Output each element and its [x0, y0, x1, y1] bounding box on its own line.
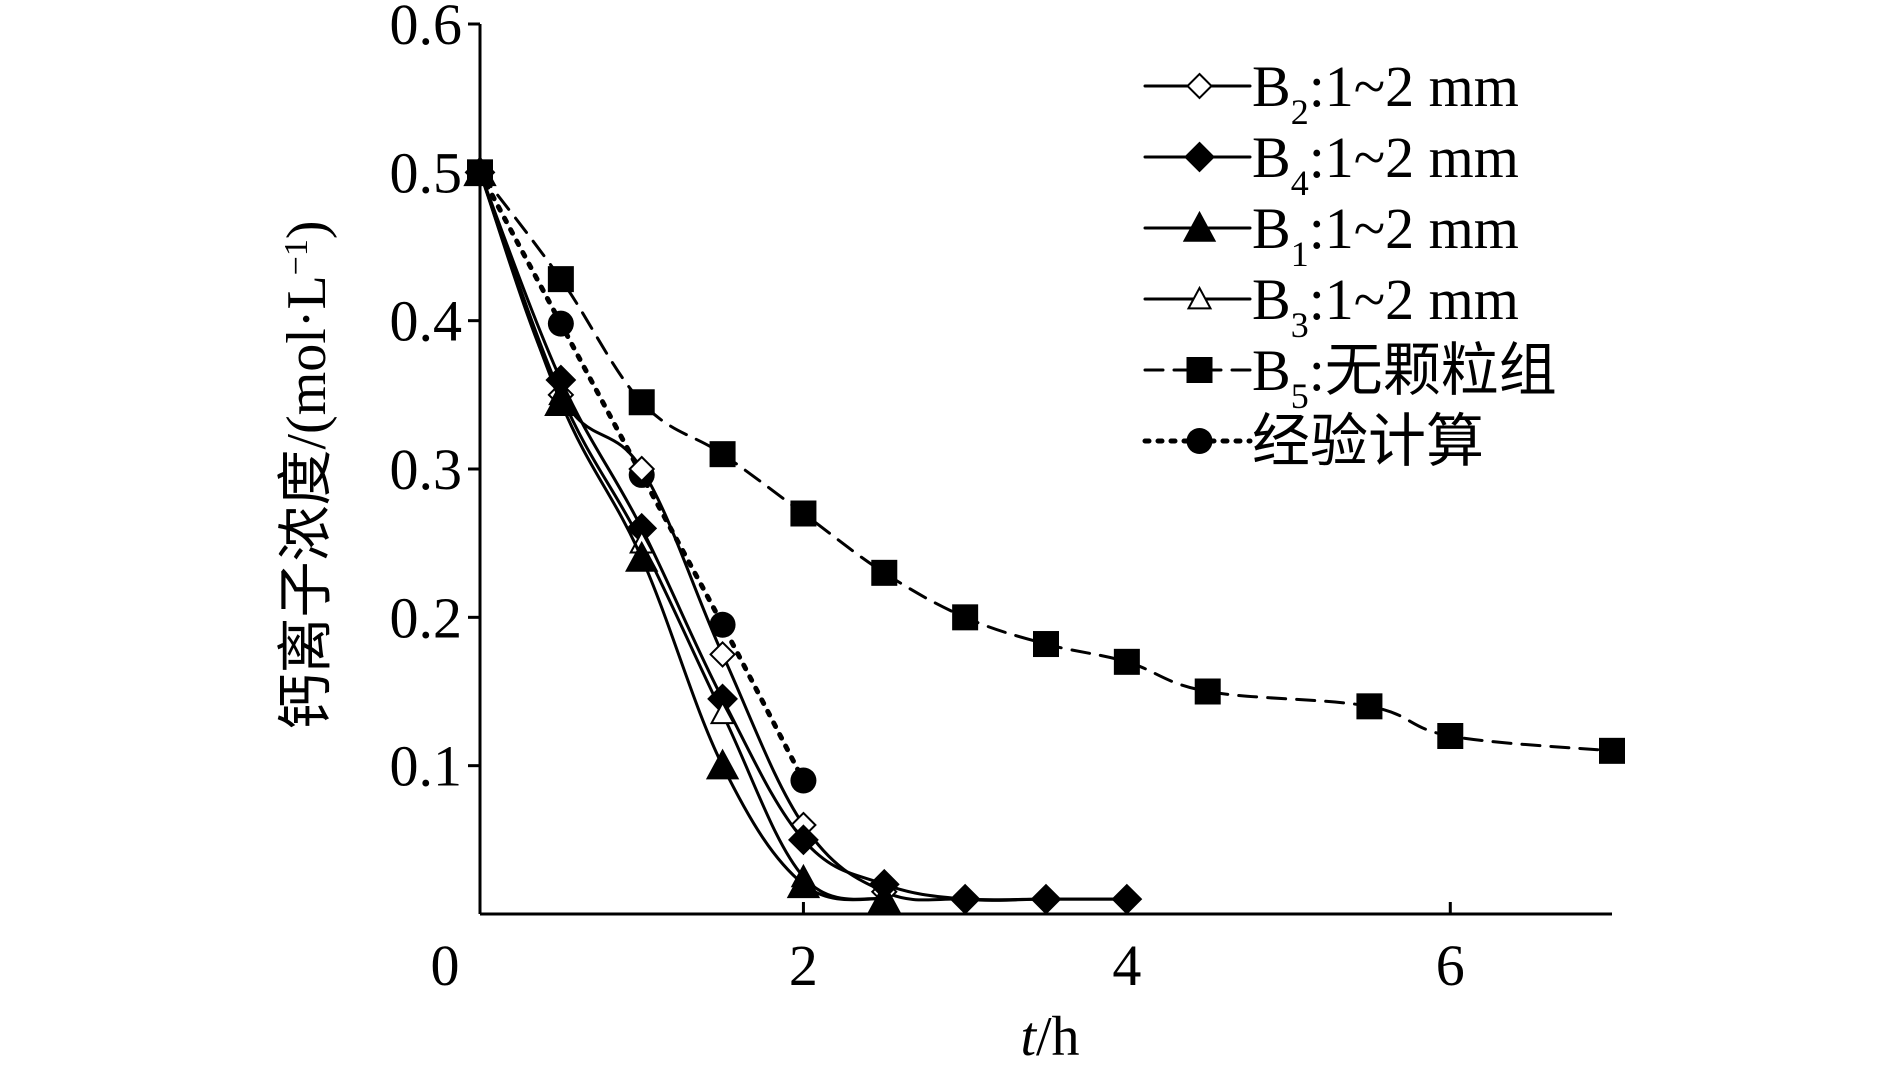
series-line-b1 — [478, 170, 886, 902]
y-axis-title-close: ) — [276, 220, 338, 239]
data-point-square — [547, 266, 574, 293]
series-b5 — [467, 159, 1625, 764]
legend-item-emp: 经验计算 — [1142, 409, 1484, 474]
y-ticks: 0.1 0.2 0.3 0.4 0.5 0.6 — [390, 0, 480, 799]
data-point-diamond — [1184, 141, 1215, 173]
legend-item-b3: B3:1~2 mm — [1143, 267, 1519, 345]
x-axis-title-symbol: t — [1020, 1006, 1037, 1065]
y-axis-title: 钙离子浓度/(mol·L−1) — [276, 220, 338, 729]
data-point-square — [1113, 648, 1140, 675]
x-tick-label: 4 — [1112, 933, 1141, 998]
legend-item-b2: B2:1~2 mm — [1143, 54, 1519, 132]
data-point-diamond — [709, 641, 736, 668]
legend-item-b4: B4:1~2 mm — [1143, 125, 1519, 203]
x-tick-label: 2 — [789, 933, 818, 998]
data-point-square — [709, 441, 736, 468]
legend-label: 经验计算 — [1252, 409, 1484, 474]
series-layer — [463, 155, 1625, 915]
y-tick-label: 0.1 — [390, 734, 463, 799]
legend-label-main: 经验计算 — [1252, 409, 1484, 474]
x-axis-title-unit: /h — [1036, 1006, 1080, 1065]
data-point-diamond — [788, 824, 819, 856]
legend-item-b5: B5:无颗粒组 — [1143, 338, 1557, 416]
data-point-diamond — [628, 455, 656, 483]
data-point-diamond — [949, 883, 981, 915]
legend-label-main: B — [1252, 338, 1291, 403]
legend-label-main: B — [1252, 267, 1291, 332]
data-point-circle — [709, 611, 736, 638]
data-point-square — [871, 559, 898, 586]
data-point-square — [952, 604, 979, 631]
legend-item-b1: B1:1~2 mm — [1143, 196, 1519, 274]
series-line-b3 — [478, 170, 886, 901]
legend-label-rest: :无颗粒组 — [1309, 338, 1557, 403]
legend-label-rest: :1~2 mm — [1309, 54, 1519, 119]
legend-label-subscript: 5 — [1291, 376, 1309, 416]
x-axis-title: t/h — [1020, 1006, 1079, 1065]
y-axis-title-text: 钙离子浓度/(mol·L — [276, 275, 338, 729]
data-point-square — [1437, 723, 1464, 749]
data-point-triangle — [786, 867, 821, 899]
x-tick-label: 0 — [431, 933, 460, 998]
data-point-square — [1194, 678, 1221, 705]
data-point-triangle — [1186, 285, 1213, 310]
x-tick-label: 6 — [1436, 933, 1465, 998]
legend-label-rest: :1~2 mm — [1309, 125, 1519, 190]
legend-label-subscript: 3 — [1291, 305, 1309, 345]
data-point-square — [628, 389, 655, 416]
series-b3 — [467, 159, 897, 910]
series-b1 — [463, 155, 901, 913]
y-axis-title-superscript: −1 — [278, 239, 315, 275]
axes: 2 4 6 0.1 0.2 0.3 0.4 0.5 0.6 0 — [390, 0, 1612, 998]
y-tick-label: 0.6 — [390, 0, 463, 57]
legend-label: B5:无颗粒组 — [1252, 338, 1557, 416]
legend-label-subscript: 2 — [1291, 92, 1309, 132]
legend-label-subscript: 1 — [1291, 234, 1309, 274]
data-point-triangle — [705, 748, 740, 780]
legend-label: B2:1~2 mm — [1252, 54, 1519, 132]
data-point-circle — [547, 310, 574, 337]
data-point-square — [1356, 693, 1383, 720]
y-tick-label: 0.4 — [390, 289, 463, 354]
legend-label-main: B — [1252, 125, 1291, 190]
legend-label-main: B — [1252, 196, 1291, 261]
data-point-diamond — [1030, 883, 1062, 915]
data-point-triangle — [1182, 210, 1217, 242]
legend-label-subscript: 4 — [1291, 163, 1309, 203]
data-point-circle — [790, 767, 817, 794]
legend-label-rest: :1~2 mm — [1309, 267, 1519, 332]
legend-label-rest: :1~2 mm — [1309, 196, 1519, 261]
data-point-diamond — [1111, 883, 1143, 915]
legend-label: B3:1~2 mm — [1252, 267, 1519, 345]
legend-label-main: B — [1252, 54, 1291, 119]
data-point-triangle — [867, 882, 901, 913]
y-tick-label: 0.2 — [390, 585, 463, 650]
y-tick-label: 0.3 — [390, 437, 463, 502]
legend-label: B4:1~2 mm — [1252, 125, 1519, 203]
y-tick-label: 0.5 — [390, 140, 463, 205]
data-point-triangle — [544, 385, 578, 416]
data-point-triangle — [709, 700, 736, 725]
data-point-circle — [1186, 428, 1213, 454]
x-ticks: 2 4 6 — [789, 902, 1465, 998]
data-point-triangle — [463, 155, 497, 187]
data-point-square — [1186, 357, 1213, 383]
data-point-diamond — [1186, 72, 1213, 100]
data-point-triangle — [625, 540, 659, 572]
data-point-square — [1599, 737, 1625, 764]
legend-label: B1:1~2 mm — [1252, 196, 1519, 274]
data-point-square — [790, 500, 817, 527]
data-point-square — [1033, 631, 1059, 658]
